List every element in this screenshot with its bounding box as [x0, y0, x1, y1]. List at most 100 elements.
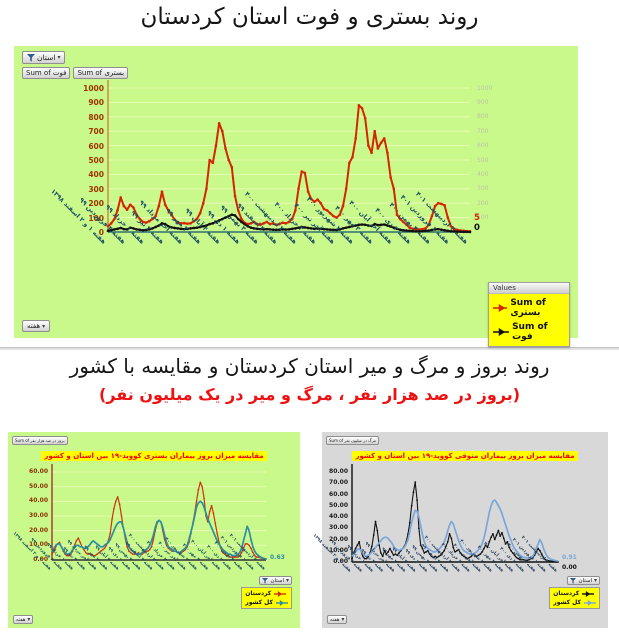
week-axis-field-button[interactable]: هفته ▾ [22, 320, 51, 332]
y-axis-label: 700 [88, 127, 104, 137]
dropdown-arrow-icon: ▾ [285, 577, 289, 584]
values-legend: Values Sum of بستری Sum of فوت [488, 282, 570, 347]
filter-funnel-icon [570, 577, 577, 584]
legend-marker-icon [274, 590, 287, 597]
secondary-y-axis-label: 700 [477, 127, 489, 135]
legend-marker-icon [584, 599, 596, 606]
y-axis-label: 50.00 [29, 482, 48, 490]
legend-marker-icon [582, 590, 595, 597]
secondary-y-axis-label: 100 [477, 214, 489, 222]
incidence-field-button[interactable]: Sum of بروز در صد هزار نفر [12, 436, 68, 445]
province-filter-label: استان [37, 53, 56, 62]
dropdown-arrow-icon: ▾ [57, 54, 61, 61]
hospitalization-death-chart-panel: استان ▾ Sum of فوت Sum of بستری هفته ▾ Va… [14, 46, 578, 347]
y-axis-label: 30.00 [329, 524, 348, 532]
legend-item: کل کشور [553, 599, 596, 606]
series-end-value-label: 5 [474, 213, 480, 224]
series-end-value-label: 0 [474, 223, 480, 233]
y-axis-label: 600 [88, 141, 104, 151]
legend-marker-icon [493, 328, 510, 336]
y-axis-label: 900 [88, 98, 104, 108]
y-axis-label: 70.00 [329, 479, 348, 487]
incidence-comparison-chart-panel: Sum of بروز در صد هزار نفر مقایسه میزان … [8, 432, 300, 628]
legend-item: کردستان [245, 590, 288, 597]
chart-canvas [106, 80, 472, 234]
mortality-chart-title-wrap: مقایسه میزان بروز بیماران متوفی کووید-۱۹… [322, 443, 608, 462]
secondary-y-axis-label: 500 [477, 156, 489, 164]
province-filter-label: استان [270, 577, 284, 584]
province-filter-button[interactable]: استان ▾ [259, 576, 292, 585]
filter-funnel-icon [262, 577, 269, 584]
values-legend-header: Values [489, 283, 569, 294]
province-filter-button[interactable]: استان ▾ [22, 51, 66, 64]
y-axis-label: 10.00 [29, 541, 48, 549]
mortality-field-button[interactable]: Sum of مرگ در میلیون نفر [326, 436, 380, 445]
secondary-y-axis-label: 600 [477, 142, 489, 150]
y-axis-label: 0.00 [33, 556, 48, 563]
series-legend: کردستان کل کشور [549, 587, 600, 609]
secondary-y-axis-label: 1000 [477, 84, 493, 92]
y-axis-label: 400 [88, 170, 104, 180]
legend-label: کردستان [553, 590, 580, 597]
legend-label: کل کشور [553, 599, 581, 606]
incidence-chart-title: مقایسه میزان بروز بیماران بستری کووید-۱۹… [41, 451, 267, 461]
y-axis-label: 60.00 [29, 468, 48, 475]
y-axis-label: 1000 [83, 84, 104, 93]
section2-subtitle: (بروز در صد هزار نفر ، مرگ و میر در یک م… [98, 385, 521, 404]
y-axis-label: 20.00 [329, 535, 348, 543]
y-axis-label: 300 [88, 184, 104, 194]
y-axis-label: 30.00 [29, 512, 48, 519]
values-legend-items: Sum of بستری Sum of فوت [489, 294, 569, 346]
page-title: روند بستری و فوت استان کردستان [140, 4, 479, 30]
filter-funnel-icon [27, 53, 35, 62]
y-axis-label: 50.00 [329, 501, 348, 509]
secondary-y-axis-label: 400 [477, 170, 489, 178]
legend-label: کل کشور [245, 599, 273, 606]
legend-marker-icon [276, 599, 288, 606]
dropdown-arrow-icon: ▾ [593, 577, 597, 584]
mortality-chart-title: مقایسه میزان بروز بیماران متوفی کووید-۱۹… [352, 451, 578, 461]
y-axis-label: 0 [98, 228, 104, 237]
series-legend: کردستان کل کشور [241, 587, 292, 609]
week-field-label: هفته [27, 322, 41, 330]
dropdown-arrow-icon: ▾ [27, 616, 31, 623]
week-axis-field-button[interactable]: هفته ▾ [13, 615, 34, 624]
sum-of-bastari-field-button[interactable]: Sum of بستری [73, 67, 129, 79]
dropdown-arrow-icon: ▾ [341, 616, 345, 623]
y-axis-label: 20.00 [29, 526, 48, 534]
y-axis-label: 60.00 [329, 490, 348, 498]
y-axis-label: 80.00 [329, 468, 348, 475]
y-axis-label: 40.00 [29, 497, 48, 505]
sum-of-fot-field-button[interactable]: Sum of فوت [22, 67, 71, 79]
legend-item: کردستان [553, 590, 596, 597]
week-field-label: هفته [16, 616, 26, 623]
legend-marker-icon [493, 304, 508, 312]
y-axis-label: 100 [88, 213, 104, 223]
chart-canvas [351, 464, 559, 563]
mortality-comparison-chart-panel: Sum of مرگ در میلیون نفر مقایسه میزان بر… [312, 432, 608, 628]
section-divider [0, 347, 619, 350]
chart-canvas [51, 464, 267, 561]
y-axis-label: 800 [88, 112, 104, 122]
legend-item: کل کشور [245, 599, 288, 606]
y-axis-label: 0.00 [333, 558, 348, 565]
secondary-y-axis-label: 300 [477, 185, 489, 193]
province-filter-label: استان [578, 577, 592, 584]
province-filter-button[interactable]: استان ▾ [567, 576, 600, 585]
y-axis-label: 200 [88, 199, 104, 209]
series-end-value-label: 0.00 [562, 564, 577, 571]
series-end-value-label: 0.63 [270, 554, 285, 562]
week-axis-field-button[interactable]: هفته ▾ [327, 615, 348, 624]
y-axis-label: 10.00 [329, 546, 348, 554]
legend-label: Sum of بستری [510, 298, 546, 318]
legend-item: Sum of فوت [493, 322, 565, 342]
section2-title: روند بروز و مرگ و میر استان کردستان و مق… [69, 354, 550, 378]
series-end-value-label: 0.91 [562, 553, 577, 561]
y-axis-label: 40.00 [329, 513, 348, 520]
incidence-chart-title-wrap: مقایسه میزان بروز بیماران بستری کووید-۱۹… [8, 443, 300, 462]
y-axis-label: 500 [88, 156, 104, 165]
legend-label: کردستان [245, 590, 272, 597]
legend-label: Sum of فوت [512, 322, 548, 342]
secondary-y-axis-label: 800 [477, 113, 489, 121]
